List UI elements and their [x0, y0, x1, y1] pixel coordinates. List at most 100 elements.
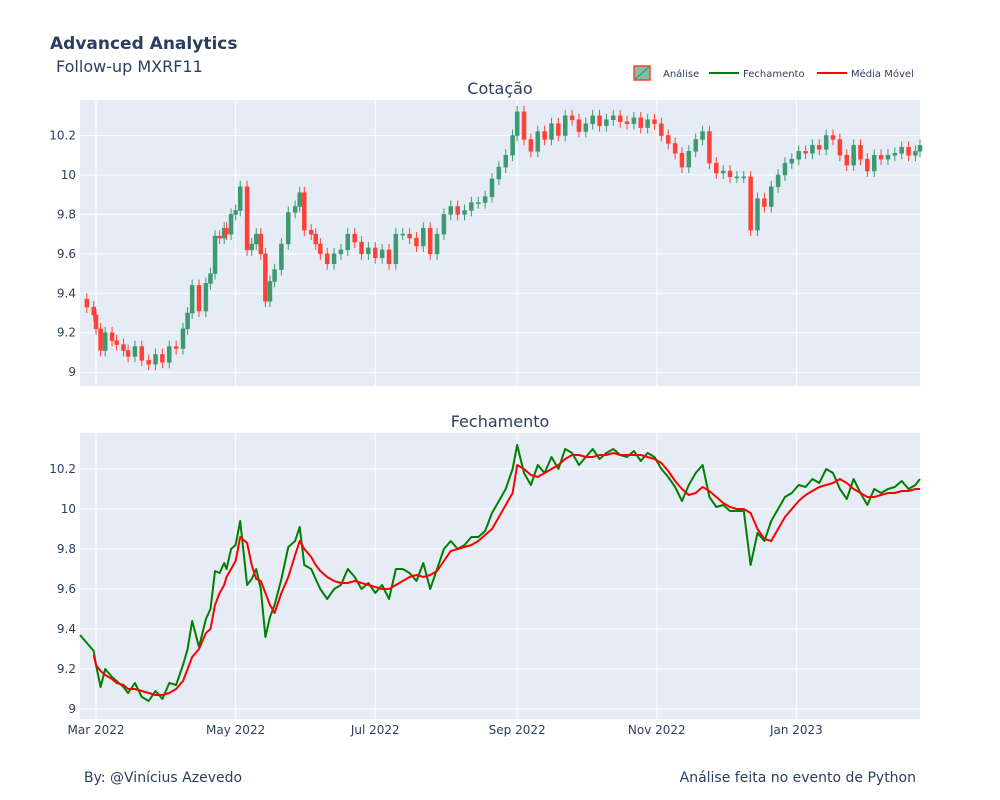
candle	[858, 139, 863, 166]
legend-label-media-movel: Média Móvel	[851, 68, 914, 80]
footer-note: Análise feita no evento de Python	[679, 770, 916, 786]
candle-body	[267, 281, 273, 302]
candle	[173, 340, 179, 355]
candle	[755, 192, 760, 237]
candle-body	[208, 273, 213, 284]
candle-body	[114, 340, 119, 345]
candle-body	[185, 312, 190, 330]
candle-body	[244, 186, 250, 251]
candle	[514, 105, 520, 142]
candle-body	[318, 243, 323, 255]
top-ytick-label: 9.6	[57, 247, 76, 261]
candle-body	[224, 227, 229, 235]
bottom-ytick-label: 9	[68, 702, 76, 716]
candle	[386, 243, 392, 270]
candle-body	[510, 135, 515, 156]
bottom-ytick-label: 9.2	[57, 662, 76, 676]
candle-body	[823, 135, 829, 150]
candle	[203, 277, 209, 317]
candle	[597, 109, 602, 132]
candle-body	[455, 206, 460, 215]
candle	[624, 115, 630, 130]
candle	[338, 243, 344, 260]
candle	[865, 153, 870, 177]
candle-body	[762, 198, 767, 207]
candle-body	[233, 210, 238, 215]
candle-body	[121, 344, 126, 351]
candle-body	[91, 306, 96, 316]
candle-body	[98, 328, 103, 351]
candle-body	[830, 135, 836, 140]
candle	[496, 161, 502, 185]
candle	[167, 340, 172, 369]
candle-body	[652, 119, 657, 124]
candle	[345, 228, 351, 256]
candle	[569, 109, 575, 126]
candle-body	[366, 247, 371, 255]
candle	[244, 180, 250, 256]
candle	[208, 267, 213, 290]
candle-body	[482, 196, 488, 203]
bottom-plot-area	[80, 433, 920, 719]
candle-body	[693, 139, 698, 152]
bottom-ytick-label: 10	[61, 502, 76, 516]
legend-label-fechamento: Fechamento	[743, 69, 805, 80]
candle	[562, 109, 568, 142]
candle	[146, 354, 151, 371]
candle-body	[597, 115, 602, 126]
candle-body	[899, 147, 904, 154]
candle	[379, 243, 385, 264]
candle-body	[132, 346, 138, 357]
candle-body	[297, 192, 302, 207]
candle	[645, 113, 650, 134]
candle-body	[782, 162, 788, 176]
candle	[302, 186, 307, 237]
top-ytick-label: 10.2	[49, 129, 76, 143]
candle-body	[604, 119, 609, 126]
candle	[707, 125, 712, 170]
candle	[185, 307, 190, 335]
candle-body	[503, 154, 508, 168]
candle	[98, 322, 103, 357]
candle-body	[617, 115, 623, 122]
candle	[686, 145, 692, 173]
candle	[542, 125, 547, 146]
candle	[906, 141, 911, 162]
candle-body	[720, 170, 726, 174]
candle	[102, 326, 108, 357]
candle-body	[324, 253, 330, 264]
candle-body	[93, 314, 99, 330]
chart-subtitle: Follow-up MXRF11	[56, 57, 203, 76]
candle	[885, 149, 891, 166]
candle-body	[400, 233, 405, 236]
legend-item-analise[interactable]: Análise	[633, 65, 699, 81]
candle	[224, 222, 229, 241]
candle-body	[885, 154, 891, 160]
candle	[455, 200, 460, 221]
candle-body	[803, 151, 808, 154]
candle-body	[286, 212, 291, 245]
candle-body	[302, 192, 307, 231]
candle-body	[796, 151, 801, 160]
candle-body	[851, 145, 856, 166]
candle-body	[139, 346, 145, 361]
candle	[153, 348, 158, 371]
legend-label-analise: Análise	[663, 68, 699, 80]
candle-body	[892, 153, 898, 156]
legend-item-fechamento[interactable]: Fechamento	[709, 69, 805, 80]
candle-body	[727, 170, 733, 178]
line-series	[79, 444, 921, 702]
candle	[249, 238, 254, 256]
candle	[899, 141, 904, 160]
candle-body	[292, 206, 298, 213]
legend-item-media-movel[interactable]: Média Móvel	[817, 68, 914, 80]
candle-body	[665, 135, 671, 144]
candle	[741, 171, 747, 183]
candle-body	[125, 350, 131, 357]
candle-body	[748, 176, 753, 231]
top-grid	[80, 100, 920, 386]
bottom-ytick-label: 9.4	[57, 622, 76, 636]
candle-body	[258, 233, 264, 255]
candle	[297, 186, 302, 213]
candle-body	[203, 283, 209, 312]
